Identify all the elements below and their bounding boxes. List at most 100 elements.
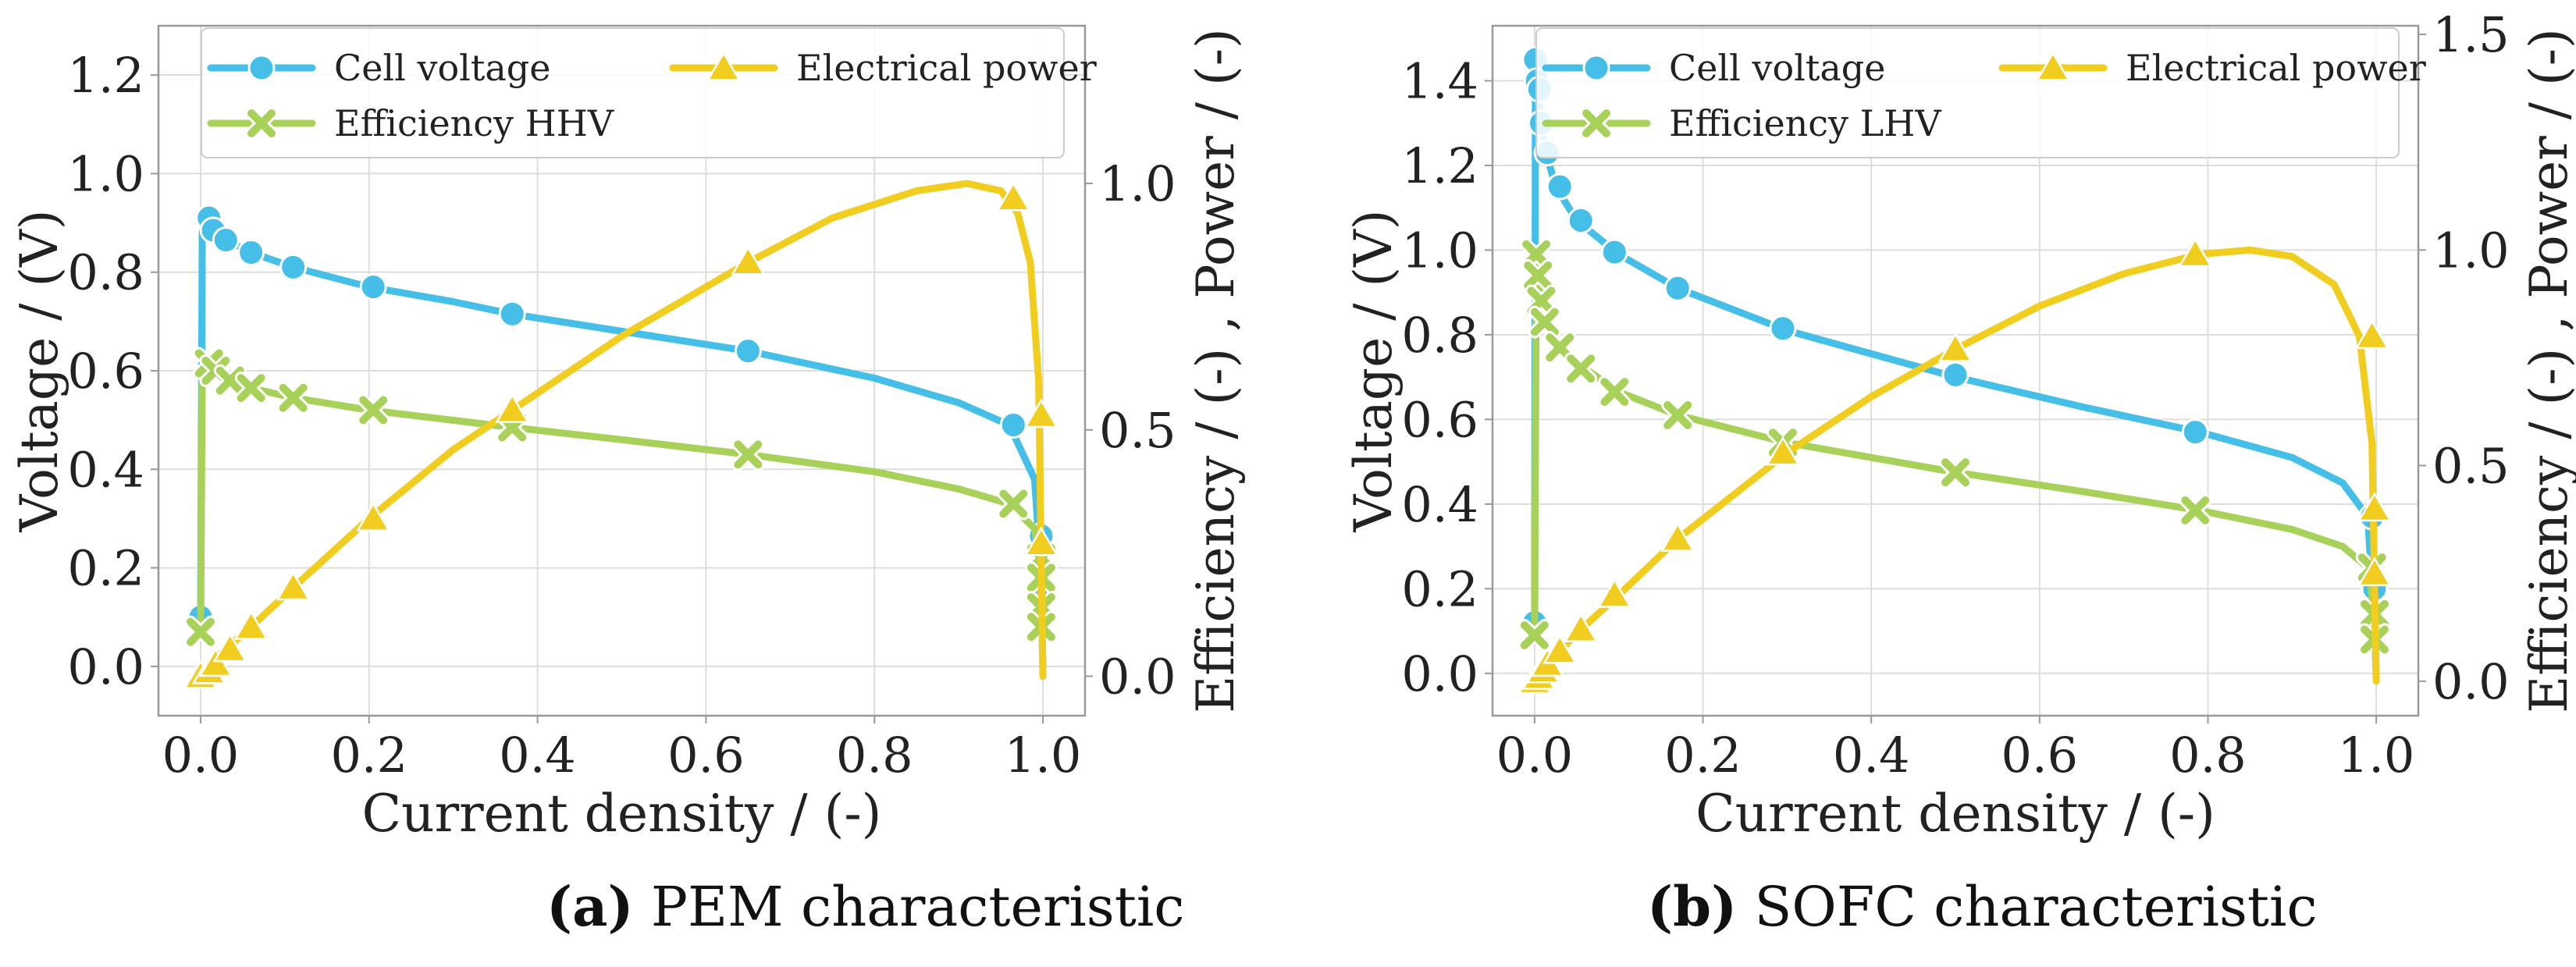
y2-tick-label: 1.5 — [2432, 6, 2510, 63]
y-tick-label: 0.6 — [1401, 391, 1478, 448]
x-tick-label: 0.4 — [1833, 727, 1910, 784]
legend-label-voltage: Cell voltage — [334, 47, 550, 89]
data-point-efficiency — [279, 383, 308, 412]
data-point-power — [212, 632, 247, 663]
y-tick-label: 1.0 — [1401, 222, 1478, 279]
data-point-efficiency — [999, 489, 1028, 518]
data-point-voltage — [359, 273, 387, 301]
data-point-voltage — [237, 238, 265, 266]
data-point-power — [996, 181, 1031, 212]
data-point-efficiency — [1663, 400, 1692, 429]
data-point-power — [495, 393, 530, 423]
y2-axis-label: Efficiency / (-) , Power / (-) — [1186, 28, 1246, 713]
series-efficiency — [183, 347, 1058, 670]
x-tick-label: 1.0 — [1005, 727, 1082, 784]
caption-b: (b) SOFC characteristic — [1647, 874, 2318, 939]
x-tick-label: 1.0 — [2338, 727, 2415, 784]
data-point-voltage — [1769, 315, 1797, 343]
y-tick-label: 0.0 — [1401, 645, 1478, 702]
x-tick-label: 0.8 — [836, 727, 913, 784]
data-point-power — [2357, 556, 2393, 587]
caption-b-letter: (b) — [1647, 874, 1738, 939]
data-point-voltage — [279, 253, 308, 281]
chart-pem: 0.0 0.2 0.4 0.6 0.8 1.0 0.0 0.2 0.4 0.6 0.8 1.0 1.2 0… — [9, 24, 1246, 844]
data-point-power — [2354, 319, 2389, 350]
data-point-power — [276, 571, 311, 601]
y-tick-label: 0.4 — [67, 441, 144, 498]
series-line-power — [197, 180, 1047, 680]
y2-tick-label: 0.0 — [1099, 648, 1176, 705]
legend-box — [1535, 27, 2400, 158]
data-point-power — [2357, 492, 2393, 522]
caption-a: (a) PEM characteristic — [546, 874, 1184, 939]
data-point-power — [1597, 578, 1632, 608]
y-tick-label: 0.4 — [1401, 476, 1478, 533]
caption-a-text: PEM characteristic — [633, 875, 1185, 939]
data-point-efficiency — [1600, 378, 1629, 407]
data-point-power — [1765, 436, 1801, 466]
legend-label-power: Electrical power — [2126, 47, 2426, 89]
y-tick-label: 1.2 — [1401, 137, 1478, 194]
y2-tick-label: 0.5 — [1099, 402, 1176, 459]
series-efficiency — [1517, 237, 2391, 677]
y-tick-label: 0.2 — [67, 540, 144, 597]
y2-tick-label: 0.0 — [2432, 653, 2510, 710]
y2-tick-label: 1.0 — [1099, 155, 1176, 212]
data-point-voltage — [2181, 418, 2209, 446]
data-point-voltage — [734, 337, 762, 365]
caption-b-text: SOFC characteristic — [1737, 875, 2318, 939]
x-tick-label: 0.4 — [499, 727, 576, 784]
data-point-voltage — [1941, 361, 1969, 389]
x-tick-label: 0.2 — [1664, 727, 1742, 784]
legend-box — [201, 27, 1065, 158]
data-point-voltage — [212, 226, 240, 254]
legend: Cell voltage Efficiency LHV Electrical pow… — [1535, 27, 2426, 158]
data-point-power — [1023, 398, 1059, 428]
y-axis-label: Voltage / (V) — [9, 210, 69, 533]
y-tick-label: 0.0 — [67, 638, 144, 695]
legend-label-voltage: Cell voltage — [1669, 47, 1885, 89]
x-tick-label: 0.2 — [330, 727, 407, 784]
data-point-power — [1937, 332, 1973, 362]
y2-axis-label: Efficiency / (-) , Power / (-) — [2519, 28, 2576, 713]
x-tick-label: 0.8 — [2169, 727, 2247, 784]
data-point-efficiency — [237, 374, 265, 403]
data-point-power — [233, 610, 269, 640]
y2-tick-label: 1.0 — [2432, 222, 2510, 279]
y-tick-label: 0.2 — [1401, 560, 1478, 617]
x-tick-label: 0.0 — [162, 727, 240, 784]
x-tick-label: 0.0 — [1496, 727, 1574, 784]
series-power — [183, 180, 1059, 689]
plot-frame — [1491, 24, 2420, 717]
legend-marker-power — [706, 51, 742, 81]
y-tick-label: 0.6 — [67, 343, 144, 400]
x-axis-label: Current density / (-) — [362, 784, 882, 844]
data-point-efficiency — [1941, 458, 1969, 487]
series-voltage — [187, 204, 1055, 670]
data-point-efficiency — [1567, 354, 1596, 383]
caption-a-letter: (a) — [546, 874, 634, 939]
data-point-efficiency — [1520, 620, 1549, 649]
data-point-efficiency — [2181, 496, 2210, 524]
data-point-efficiency — [1530, 308, 1559, 336]
y-tick-label: 0.8 — [1401, 307, 1478, 364]
data-point-voltage — [498, 300, 526, 328]
legend-label-power: Electrical power — [796, 47, 1097, 89]
data-point-voltage — [999, 411, 1027, 439]
chart-sofc: 0.0 0.2 0.4 0.6 0.8 1.0 0.0 0.2 0.4 0.6 0.8 1.0 1.2 1… — [1343, 6, 2576, 844]
legend-marker-efficiency — [1582, 109, 1610, 137]
data-point-efficiency — [359, 396, 388, 425]
data-point-power — [2178, 237, 2213, 268]
data-point-voltage — [1663, 274, 1692, 302]
data-point-power — [1660, 521, 1695, 552]
data-point-voltage — [1567, 206, 1595, 234]
y-tick-label: 1.2 — [67, 47, 144, 104]
legend-label-efficiency: Efficiency LHV — [1669, 102, 1941, 144]
y-tick-label: 1.4 — [1401, 53, 1478, 110]
data-point-power — [1564, 613, 1599, 642]
data-point-efficiency — [1524, 261, 1553, 290]
legend-label-efficiency: Efficiency HHV — [334, 102, 614, 144]
data-point-voltage — [1546, 172, 1574, 201]
data-point-voltage — [1600, 238, 1628, 266]
